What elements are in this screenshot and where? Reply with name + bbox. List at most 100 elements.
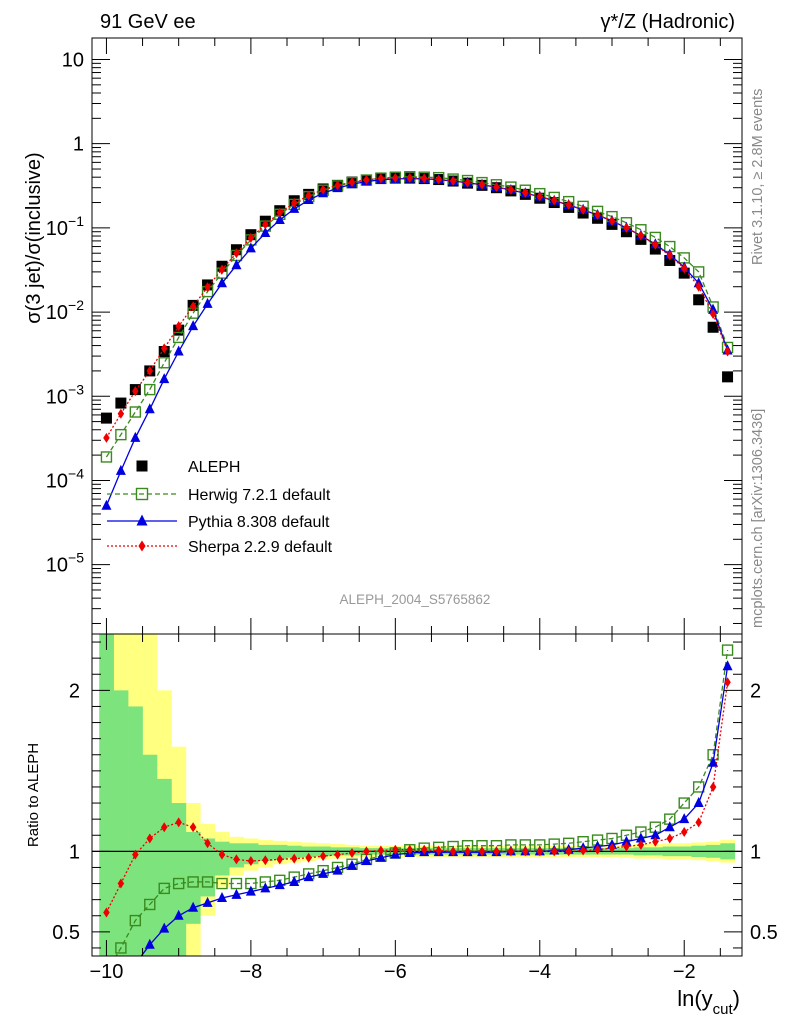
- pythia-point: [101, 499, 112, 510]
- pythia-point: [130, 431, 141, 442]
- legend-pythia-marker: [136, 514, 148, 526]
- legend-herwig-marker: [135, 487, 149, 501]
- herwig-point: [172, 331, 185, 344]
- main-y-tick-label: 1: [73, 134, 84, 156]
- pythia-point: [217, 277, 227, 288]
- sherpa-ratio-point: [103, 907, 110, 918]
- uncertainty-band-inner: [272, 844, 288, 860]
- pythia-ratio-point: [332, 864, 343, 875]
- sherpa-point: [189, 301, 197, 312]
- sherpa-ratio-point: [608, 843, 616, 854]
- main-y-axis-label: σ(3 jet)/σ(inclusive): [23, 152, 45, 323]
- pythia-point: [289, 202, 300, 213]
- sherpa-ratio-point: [204, 838, 211, 849]
- main-y-tick-label: 10−3: [46, 381, 84, 408]
- pythia-point: [144, 403, 155, 414]
- uncertainty-band-inner: [157, 778, 172, 956]
- sherpa-ratio-point: [276, 854, 284, 865]
- pythia-ratio-point: [693, 797, 704, 808]
- sherpa-point: [175, 321, 182, 332]
- sherpa-ratio-point: [623, 841, 630, 852]
- sherpa-point: [334, 180, 341, 191]
- sherpa-ratio-point: [348, 847, 356, 858]
- herwig-ratio-point: [144, 898, 156, 911]
- pythia-ratio-point: [245, 885, 256, 896]
- sherpa-point: [290, 197, 298, 208]
- sherpa-point: [637, 230, 645, 241]
- pythia-ratio-point: [260, 882, 271, 893]
- herwig-ratio-point: [230, 877, 243, 890]
- pythia-ratio-point: [231, 888, 242, 899]
- sherpa-ratio-point: [392, 844, 399, 855]
- x-tick-label: −2: [673, 961, 696, 983]
- sherpa-point: [507, 184, 515, 195]
- herwig-point: [115, 428, 127, 441]
- mcplots-label: mcplots.cern.ch [arXiv:1306.3436]: [750, 409, 766, 628]
- sherpa-point: [146, 365, 154, 376]
- legend-pythia-label: Pythia 8.308 default: [188, 514, 330, 531]
- pythia-ratio-point: [708, 756, 719, 767]
- x-axis-label-main: ln(y: [677, 986, 712, 1011]
- sherpa-ratio-point: [493, 846, 500, 857]
- main-y-tick-label: 10−5: [46, 550, 84, 577]
- pythia-ratio-point: [347, 859, 357, 870]
- sherpa-ratio-point: [305, 852, 312, 863]
- pythia-ratio-point: [664, 821, 675, 832]
- main-y-tick-label-base: 10: [46, 302, 68, 324]
- herwig-ratio-point: [172, 877, 185, 890]
- uncertainty-band-inner: [128, 706, 143, 956]
- sherpa-line: [105, 177, 729, 439]
- sherpa-ratio-point: [218, 849, 226, 860]
- x-tick-label: −10: [89, 961, 123, 983]
- legend-aleph-marker: [136, 460, 148, 472]
- aleph-point: [722, 371, 734, 383]
- sherpa-ratio-point: [377, 845, 385, 856]
- herwig-point: [100, 451, 113, 463]
- sherpa-point: [218, 264, 226, 275]
- pythia-ratio-point: [318, 867, 329, 878]
- sherpa-point: [550, 195, 558, 206]
- sherpa-ratio-point: [709, 781, 717, 792]
- main-y-tick-label-base: 10: [46, 470, 68, 492]
- sherpa-point: [666, 250, 674, 261]
- sherpa-point: [608, 215, 616, 226]
- sherpa-ratio-point: [579, 845, 587, 856]
- herwig-point: [158, 357, 170, 369]
- sherpa-ratio-point: [117, 878, 125, 889]
- pythia-point: [260, 226, 271, 237]
- main-y-tick-label-exp: −3: [68, 381, 84, 397]
- ratio-y-tick-label-left: 1: [69, 841, 80, 863]
- sherpa-ratio-point: [652, 836, 659, 847]
- aleph-point: [100, 412, 112, 424]
- header-process: γ*/Z (Hadronic): [601, 11, 735, 33]
- sherpa-ratio-point: [363, 846, 370, 857]
- pythia-line: [105, 177, 729, 507]
- sherpa-ratio-point: [262, 855, 269, 866]
- pythia-ratio-point: [635, 832, 646, 843]
- sherpa-ratio-point: [565, 846, 572, 857]
- sherpa-ratio-point: [189, 822, 197, 833]
- legend-herwig-label: Herwig 7.2.1 default: [188, 487, 331, 504]
- pythia-point: [274, 214, 285, 225]
- sherpa-ratio-point: [290, 853, 298, 864]
- sherpa-ratio-point: [594, 844, 601, 855]
- herwig-ratio-point: [201, 876, 214, 888]
- main-y-tick-label: 10−2: [46, 297, 84, 324]
- sherpa-point: [160, 343, 168, 354]
- sherpa-ratio-point: [695, 817, 702, 828]
- sherpa-ratio-point: [160, 822, 168, 833]
- sherpa-ratio-point: [507, 846, 515, 857]
- sherpa-ratio-point: [637, 839, 645, 850]
- sherpa-point: [435, 174, 442, 185]
- sherpa-point: [724, 346, 731, 357]
- pythia-ratio-point: [274, 879, 285, 890]
- sherpa-point: [363, 174, 370, 185]
- ratio-panel-content: [92, 634, 742, 956]
- sherpa-point: [117, 408, 125, 419]
- sherpa-point: [623, 222, 630, 233]
- sherpa-ratio-point: [680, 827, 688, 838]
- herwig-ratio-point: [692, 781, 705, 793]
- main-y-tick-label-exp: −2: [68, 297, 84, 313]
- x-axis-label-subscript: cut: [713, 1001, 734, 1018]
